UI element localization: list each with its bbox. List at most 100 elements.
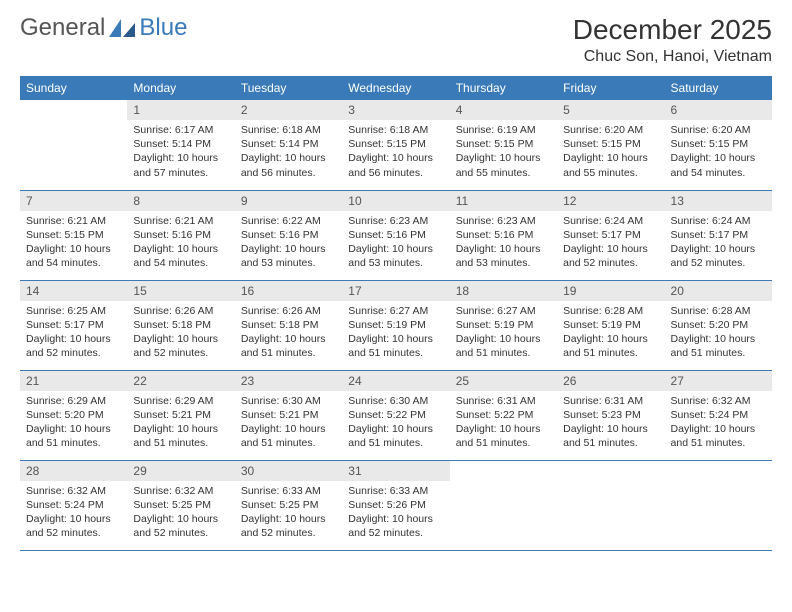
day-number: 15 bbox=[127, 281, 234, 301]
sunrise-line: Sunrise: 6:21 AM bbox=[133, 214, 228, 228]
sunrise-line: Sunrise: 6:33 AM bbox=[348, 484, 443, 498]
sunset-line: Sunset: 5:15 PM bbox=[348, 137, 443, 151]
daylight-line: Daylight: 10 hours and 51 minutes. bbox=[456, 422, 551, 450]
daylight-line: Daylight: 10 hours and 56 minutes. bbox=[348, 151, 443, 179]
sunset-line: Sunset: 5:15 PM bbox=[563, 137, 658, 151]
day-details: Sunrise: 6:26 AMSunset: 5:18 PMDaylight:… bbox=[127, 301, 234, 365]
day-details: Sunrise: 6:22 AMSunset: 5:16 PMDaylight:… bbox=[235, 211, 342, 275]
calendar-table: SundayMondayTuesdayWednesdayThursdayFrid… bbox=[20, 76, 772, 551]
weekday-header: Thursday bbox=[450, 76, 557, 100]
calendar-cell: 14Sunrise: 6:25 AMSunset: 5:17 PMDayligh… bbox=[20, 280, 127, 370]
calendar-cell: 25Sunrise: 6:31 AMSunset: 5:22 PMDayligh… bbox=[450, 370, 557, 460]
day-number: 3 bbox=[342, 100, 449, 120]
day-details: Sunrise: 6:18 AMSunset: 5:14 PMDaylight:… bbox=[235, 120, 342, 184]
calendar-cell: 11Sunrise: 6:23 AMSunset: 5:16 PMDayligh… bbox=[450, 190, 557, 280]
sunrise-line: Sunrise: 6:30 AM bbox=[348, 394, 443, 408]
daylight-line: Daylight: 10 hours and 51 minutes. bbox=[348, 422, 443, 450]
sunrise-line: Sunrise: 6:27 AM bbox=[456, 304, 551, 318]
day-details: Sunrise: 6:21 AMSunset: 5:16 PMDaylight:… bbox=[127, 211, 234, 275]
sunset-line: Sunset: 5:15 PM bbox=[671, 137, 766, 151]
day-details: Sunrise: 6:32 AMSunset: 5:24 PMDaylight:… bbox=[665, 391, 772, 455]
day-details: Sunrise: 6:27 AMSunset: 5:19 PMDaylight:… bbox=[342, 301, 449, 365]
calendar-cell: 30Sunrise: 6:33 AMSunset: 5:25 PMDayligh… bbox=[235, 460, 342, 550]
calendar-body: 1Sunrise: 6:17 AMSunset: 5:14 PMDaylight… bbox=[20, 100, 772, 550]
sunset-line: Sunset: 5:19 PM bbox=[348, 318, 443, 332]
sunset-line: Sunset: 5:16 PM bbox=[133, 228, 228, 242]
sunset-line: Sunset: 5:25 PM bbox=[133, 498, 228, 512]
sunset-line: Sunset: 5:21 PM bbox=[133, 408, 228, 422]
calendar-cell: 5Sunrise: 6:20 AMSunset: 5:15 PMDaylight… bbox=[557, 100, 664, 190]
calendar-cell: 18Sunrise: 6:27 AMSunset: 5:19 PMDayligh… bbox=[450, 280, 557, 370]
day-details: Sunrise: 6:20 AMSunset: 5:15 PMDaylight:… bbox=[557, 120, 664, 184]
sunset-line: Sunset: 5:19 PM bbox=[563, 318, 658, 332]
day-number: 31 bbox=[342, 461, 449, 481]
day-number: 10 bbox=[342, 191, 449, 211]
sunrise-line: Sunrise: 6:19 AM bbox=[456, 123, 551, 137]
day-number: 22 bbox=[127, 371, 234, 391]
sunset-line: Sunset: 5:16 PM bbox=[456, 228, 551, 242]
day-number: 1 bbox=[127, 100, 234, 120]
title-block: December 2025 Chuc Son, Hanoi, Vietnam bbox=[573, 14, 772, 66]
calendar-head: SundayMondayTuesdayWednesdayThursdayFrid… bbox=[20, 76, 772, 100]
day-number: 6 bbox=[665, 100, 772, 120]
daylight-line: Daylight: 10 hours and 55 minutes. bbox=[563, 151, 658, 179]
day-details: Sunrise: 6:24 AMSunset: 5:17 PMDaylight:… bbox=[665, 211, 772, 275]
daylight-line: Daylight: 10 hours and 51 minutes. bbox=[348, 332, 443, 360]
sunrise-line: Sunrise: 6:18 AM bbox=[348, 123, 443, 137]
daylight-line: Daylight: 10 hours and 54 minutes. bbox=[671, 151, 766, 179]
sunset-line: Sunset: 5:15 PM bbox=[26, 228, 121, 242]
calendar-row: 7Sunrise: 6:21 AMSunset: 5:15 PMDaylight… bbox=[20, 190, 772, 280]
day-details: Sunrise: 6:20 AMSunset: 5:15 PMDaylight:… bbox=[665, 120, 772, 184]
sunrise-line: Sunrise: 6:21 AM bbox=[26, 214, 121, 228]
calendar-cell: 10 Sunrise: 6:23 AMSunset: 5:16 PMDayligh… bbox=[342, 190, 449, 280]
sunrise-line: Sunrise: 6:31 AM bbox=[456, 394, 551, 408]
day-number: 8 bbox=[127, 191, 234, 211]
day-number: 16 bbox=[235, 281, 342, 301]
sunset-line: Sunset: 5:16 PM bbox=[241, 228, 336, 242]
logo-word1: General bbox=[20, 14, 105, 42]
daylight-line: Daylight: 10 hours and 52 minutes. bbox=[133, 512, 228, 540]
daylight-line: Daylight: 10 hours and 53 minutes. bbox=[456, 242, 551, 270]
daylight-line: Daylight: 10 hours and 52 minutes. bbox=[26, 332, 121, 360]
month-title: December 2025 bbox=[573, 14, 772, 46]
calendar-cell: 1Sunrise: 6:17 AMSunset: 5:14 PMDaylight… bbox=[127, 100, 234, 190]
day-details: Sunrise: 6:26 AMSunset: 5:18 PMDaylight:… bbox=[235, 301, 342, 365]
calendar-cell: 17Sunrise: 6:27 AMSunset: 5:19 PMDayligh… bbox=[342, 280, 449, 370]
sunset-line: Sunset: 5:25 PM bbox=[241, 498, 336, 512]
sunrise-line: Sunrise: 6:25 AM bbox=[26, 304, 121, 318]
day-number: 26 bbox=[557, 371, 664, 391]
calendar-cell bbox=[665, 460, 772, 550]
sunset-line: Sunset: 5:22 PM bbox=[456, 408, 551, 422]
calendar-cell: 2Sunrise: 6:18 AMSunset: 5:14 PMDaylight… bbox=[235, 100, 342, 190]
calendar-cell: 4Sunrise: 6:19 AMSunset: 5:15 PMDaylight… bbox=[450, 100, 557, 190]
sunrise-line: Sunrise: 6:23 AM bbox=[348, 214, 443, 228]
logo: General Blue bbox=[20, 14, 187, 42]
calendar-cell: 20Sunrise: 6:28 AMSunset: 5:20 PMDayligh… bbox=[665, 280, 772, 370]
weekday-header: Tuesday bbox=[235, 76, 342, 100]
calendar-cell: 13Sunrise: 6:24 AMSunset: 5:17 PMDayligh… bbox=[665, 190, 772, 280]
day-details: Sunrise: 6:28 AMSunset: 5:20 PMDaylight:… bbox=[665, 301, 772, 365]
day-number: 13 bbox=[665, 191, 772, 211]
daylight-line: Daylight: 10 hours and 51 minutes. bbox=[133, 422, 228, 450]
sunrise-line: Sunrise: 6:18 AM bbox=[241, 123, 336, 137]
sunset-line: Sunset: 5:26 PM bbox=[348, 498, 443, 512]
calendar-row: 28Sunrise: 6:32 AMSunset: 5:24 PMDayligh… bbox=[20, 460, 772, 550]
weekday-header: Wednesday bbox=[342, 76, 449, 100]
daylight-line: Daylight: 10 hours and 56 minutes. bbox=[241, 151, 336, 179]
sunrise-line: Sunrise: 6:22 AM bbox=[241, 214, 336, 228]
sunrise-line: Sunrise: 6:23 AM bbox=[456, 214, 551, 228]
calendar-cell: 19Sunrise: 6:28 AMSunset: 5:19 PMDayligh… bbox=[557, 280, 664, 370]
daylight-line: Daylight: 10 hours and 51 minutes. bbox=[671, 332, 766, 360]
sunset-line: Sunset: 5:24 PM bbox=[26, 498, 121, 512]
sunrise-line: Sunrise: 6:20 AM bbox=[563, 123, 658, 137]
sunset-line: Sunset: 5:14 PM bbox=[241, 137, 336, 151]
daylight-line: Daylight: 10 hours and 54 minutes. bbox=[26, 242, 121, 270]
location-text: Chuc Son, Hanoi, Vietnam bbox=[573, 48, 772, 66]
daylight-line: Daylight: 10 hours and 52 minutes. bbox=[26, 512, 121, 540]
day-details: Sunrise: 6:28 AMSunset: 5:19 PMDaylight:… bbox=[557, 301, 664, 365]
calendar-cell: 27Sunrise: 6:32 AMSunset: 5:24 PMDayligh… bbox=[665, 370, 772, 460]
calendar-cell bbox=[557, 460, 664, 550]
sunrise-line: Sunrise: 6:24 AM bbox=[563, 214, 658, 228]
daylight-line: Daylight: 10 hours and 53 minutes. bbox=[348, 242, 443, 270]
sunset-line: Sunset: 5:16 PM bbox=[348, 228, 443, 242]
